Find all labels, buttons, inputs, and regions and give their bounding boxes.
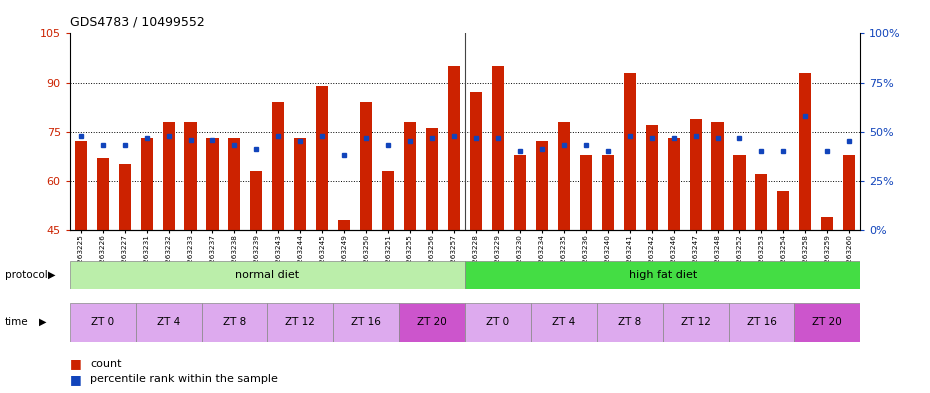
Text: ZT 12: ZT 12	[681, 317, 711, 327]
Bar	[624, 73, 636, 230]
Bar	[821, 217, 833, 230]
Text: ZT 0: ZT 0	[486, 317, 510, 327]
Bar	[272, 102, 285, 230]
Bar	[426, 129, 438, 230]
Text: ZT 16: ZT 16	[352, 317, 381, 327]
Text: ZT 16: ZT 16	[747, 317, 777, 327]
Text: ZT 0: ZT 0	[91, 317, 114, 327]
Bar	[668, 138, 680, 230]
Bar	[70, 261, 465, 289]
Text: ZT 8: ZT 8	[223, 317, 246, 327]
Text: protocol: protocol	[5, 270, 47, 280]
Text: count: count	[90, 358, 122, 369]
Bar	[711, 122, 724, 230]
Bar	[662, 303, 728, 342]
Bar	[689, 119, 701, 230]
Bar	[206, 138, 219, 230]
Text: ZT 12: ZT 12	[286, 317, 315, 327]
Bar	[140, 138, 153, 230]
Bar	[844, 154, 856, 230]
Bar	[794, 303, 860, 342]
Text: ZT 4: ZT 4	[157, 317, 180, 327]
Text: ZT 4: ZT 4	[552, 317, 576, 327]
Bar	[202, 303, 267, 342]
Bar	[465, 261, 860, 289]
Text: ZT 20: ZT 20	[418, 317, 447, 327]
Bar	[531, 303, 597, 342]
Bar	[536, 141, 548, 230]
Bar	[229, 138, 241, 230]
Bar	[755, 174, 767, 230]
Bar	[734, 154, 746, 230]
Bar	[492, 66, 504, 230]
Text: ▶: ▶	[39, 317, 46, 327]
Bar	[799, 73, 811, 230]
Text: high fat diet: high fat diet	[629, 270, 697, 280]
Bar	[250, 171, 262, 230]
Bar	[294, 138, 306, 230]
Bar	[70, 303, 136, 342]
Text: GDS4783 / 10499552: GDS4783 / 10499552	[70, 16, 205, 29]
Bar	[184, 122, 196, 230]
Bar	[777, 191, 790, 230]
Bar	[514, 154, 526, 230]
Bar	[360, 102, 372, 230]
Bar	[470, 92, 482, 230]
Bar	[404, 122, 416, 230]
Bar	[448, 66, 460, 230]
Bar	[382, 171, 394, 230]
Bar	[399, 303, 465, 342]
Bar	[558, 122, 570, 230]
Bar	[97, 158, 109, 230]
Bar	[339, 220, 351, 230]
Text: time: time	[5, 317, 28, 327]
Text: ZT 20: ZT 20	[813, 317, 843, 327]
Bar	[119, 164, 131, 230]
Bar	[267, 303, 333, 342]
Bar	[333, 303, 399, 342]
Bar	[316, 86, 328, 230]
Bar	[597, 303, 662, 342]
Text: ▶: ▶	[48, 270, 56, 280]
Bar	[74, 141, 86, 230]
Bar	[163, 122, 175, 230]
Text: percentile rank within the sample: percentile rank within the sample	[90, 374, 278, 384]
Text: normal diet: normal diet	[235, 270, 299, 280]
Bar	[602, 154, 614, 230]
Bar	[579, 154, 591, 230]
Text: ■: ■	[70, 373, 82, 386]
Bar	[465, 303, 531, 342]
Text: ■: ■	[70, 357, 82, 370]
Bar	[136, 303, 202, 342]
Bar	[728, 303, 794, 342]
Bar	[645, 125, 658, 230]
Text: ZT 8: ZT 8	[618, 317, 642, 327]
